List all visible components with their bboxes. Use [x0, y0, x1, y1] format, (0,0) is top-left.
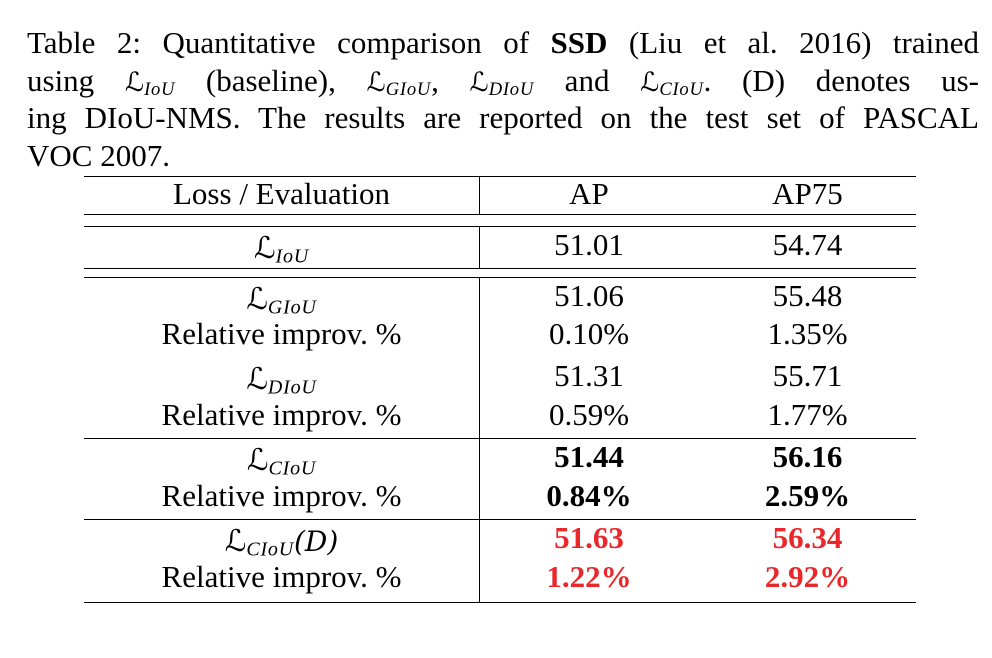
loss-subscript: DIoU — [488, 78, 535, 100]
loss-symbol: ℒ — [246, 282, 268, 317]
caption-line-2: using ℒIoU (baseline), ℒGIoU, ℒDIoU and … — [27, 62, 980, 100]
ciou-d-rel-ap: 1.22% — [546, 559, 632, 594]
header-loss-evaluation: Loss / Evaluation — [173, 176, 390, 211]
caption-baseline: (baseline), — [175, 62, 367, 98]
group-rule-2 — [84, 519, 916, 520]
ciou-d-ap: 51.63 — [554, 520, 624, 555]
caption-line-4: VOC 2007. — [27, 137, 170, 173]
diou-rel-ap: 0.59% — [548, 397, 630, 432]
loss-subscript: CIoU — [268, 457, 317, 480]
ciou-ap: 51.44 — [554, 439, 624, 474]
baseline-ap75: 54.74 — [772, 227, 843, 262]
loss-symbol: ℒ — [366, 66, 386, 98]
ciou-rel-ap75: 2.59% — [764, 478, 851, 513]
ciou-rel-label: Relative improv. % — [161, 478, 402, 513]
ciou-rel-ap: 0.84% — [546, 478, 632, 513]
diou-rel-ap75: 1.77% — [767, 397, 848, 432]
loss-subscript: CIoU — [659, 78, 704, 100]
caption-line-1: Table 2: Quantitative comparison of SSD … — [27, 24, 979, 62]
loss-symbol: ℒ — [640, 66, 660, 98]
table-caption: Table 2: Quantitative comparison of SSD … — [27, 24, 979, 174]
loss-symbol: ℒ — [253, 231, 276, 266]
loss-symbol: ℒ — [246, 443, 269, 478]
loss-subscript: DIoU — [267, 376, 317, 399]
col-divider — [479, 176, 480, 214]
bottom-rule — [84, 602, 916, 603]
loss-subscript: IoU — [144, 78, 176, 100]
giou-ap75: 55.48 — [772, 278, 843, 313]
loss-symbol: ℒ — [246, 362, 268, 397]
baseline-loss: ℒIoU — [84, 228, 479, 275]
ciou-d-loss: ℒCIoU(D) — [84, 521, 479, 568]
baseline-ap: 51.01 — [554, 227, 624, 262]
loss-subscript: CIoU — [246, 538, 294, 561]
header-ap75: AP75 — [772, 176, 843, 211]
baseline-rule-1 — [84, 268, 916, 269]
ciou-d-rel-label: Relative improv. % — [161, 559, 402, 594]
caption-prefix: Table 2: Quantitative comparison of — [27, 25, 551, 60]
loss-suffix: (D) — [293, 525, 339, 558]
results-table: Loss / Evaluation AP AP75 ℒIoU 51.01 54.… — [84, 0, 916, 658]
ciou-d-rel-ap75: 2.92% — [764, 559, 851, 594]
caption-tail: . (D) denotes us- — [703, 62, 980, 98]
diou-rel-label: Relative improv. % — [161, 397, 402, 432]
group-rule-1 — [84, 438, 916, 439]
loss-symbol: ℒ — [224, 524, 247, 559]
giou-rel-label: Relative improv. % — [161, 316, 402, 351]
loss-symbol: ℒ — [469, 66, 489, 98]
top-rule — [84, 176, 916, 177]
caption-cite: (Liu et al. 2016) trained — [607, 25, 979, 60]
baseline-rule-2 — [84, 277, 916, 278]
header-rule-1 — [84, 214, 916, 215]
ciou-loss: ℒCIoU — [84, 440, 479, 487]
giou-rel-ap75: 1.35% — [767, 316, 848, 351]
diou-ap75: 55.71 — [772, 358, 843, 393]
col-divider — [479, 226, 480, 268]
giou-loss: ℒGIoU — [84, 279, 479, 326]
giou-rel-ap: 0.10% — [548, 316, 630, 351]
caption-line-3: ing DIoU-NMS. The results are reported o… — [27, 100, 979, 135]
loss-subscript: GIoU — [267, 296, 317, 319]
giou-ap: 51.06 — [554, 278, 624, 313]
loss-subscript: IoU — [275, 245, 310, 268]
caption-and: and — [534, 62, 641, 98]
col-divider — [479, 277, 480, 602]
ciou-ap75: 56.16 — [772, 439, 843, 474]
header-rule-2 — [84, 226, 916, 227]
loss-symbol: ℒ — [124, 66, 145, 98]
ciou-d-ap75: 56.34 — [772, 520, 843, 555]
caption-using: using — [27, 62, 125, 98]
caption-model: SSD — [550, 25, 608, 60]
diou-loss: ℒDIoU — [84, 359, 479, 406]
header-ap: AP — [569, 176, 609, 211]
diou-ap: 51.31 — [554, 358, 624, 393]
loss-subscript: GIoU — [385, 78, 432, 100]
